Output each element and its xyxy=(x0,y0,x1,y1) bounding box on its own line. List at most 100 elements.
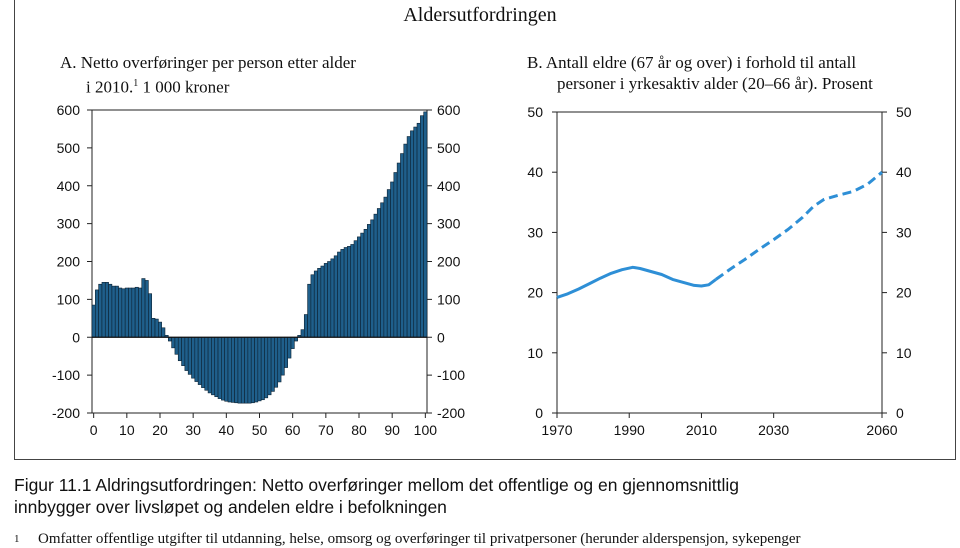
y-tick-label-left: 0 xyxy=(535,405,543,421)
bar xyxy=(310,274,315,338)
y-tick-label-right: 100 xyxy=(437,291,461,307)
y-tick-label-left: 300 xyxy=(57,216,81,232)
bar xyxy=(363,229,368,338)
bar xyxy=(303,314,308,338)
bar xyxy=(141,278,146,338)
bar xyxy=(211,336,216,396)
x-tick-label: 2010 xyxy=(686,422,717,438)
y-tick-label-right: 40 xyxy=(896,164,912,180)
x-tick-label: 50 xyxy=(252,422,268,438)
bar xyxy=(406,136,411,338)
bar xyxy=(366,224,371,338)
bar xyxy=(396,162,401,338)
panel-a-footnote-ref: 1 xyxy=(133,78,139,89)
bar xyxy=(274,336,279,388)
bar xyxy=(95,289,99,338)
bar xyxy=(171,336,176,349)
bar xyxy=(151,318,156,338)
y-tick-label-right: 10 xyxy=(896,345,912,361)
y-tick-label-left: 10 xyxy=(527,345,543,361)
panel-a-title-unit: 1 000 kroner xyxy=(138,77,230,97)
bar xyxy=(413,126,418,338)
plot-area-b xyxy=(556,111,883,414)
x-tick-label: 80 xyxy=(351,422,367,438)
bar xyxy=(307,283,312,338)
bar xyxy=(317,268,322,338)
bar xyxy=(350,244,355,338)
bar xyxy=(181,336,186,366)
bar xyxy=(250,336,255,404)
y-tick-label-left: 50 xyxy=(527,104,543,120)
x-tick-label: 1990 xyxy=(614,422,645,438)
bar xyxy=(257,336,262,402)
x-tick-label: 10 xyxy=(119,422,135,438)
bar xyxy=(128,287,133,338)
bar xyxy=(347,246,352,338)
panel-b-title-line1: B. Antall eldre (67 år og over) i forhol… xyxy=(527,53,857,72)
caption-line1: Figur 11.1 Aldringsutfordringen: Netto o… xyxy=(14,475,740,495)
bar xyxy=(197,336,202,385)
bar xyxy=(187,336,192,375)
footnote-mark: 1 xyxy=(14,533,20,545)
y-tick-label-left: 0 xyxy=(72,329,80,345)
x-tick-label: 2030 xyxy=(758,422,789,438)
bar xyxy=(373,213,378,338)
bar xyxy=(400,153,405,338)
bar xyxy=(194,336,199,382)
bar xyxy=(114,285,119,338)
bar xyxy=(247,336,252,404)
bar xyxy=(161,327,166,338)
bar xyxy=(260,336,265,401)
x-tick-label: 0 xyxy=(90,422,98,438)
y-tick-label-right: 500 xyxy=(437,140,461,156)
y-tick-label-right: 300 xyxy=(437,216,461,232)
bar xyxy=(290,336,295,349)
y-tick-label-left: -100 xyxy=(52,367,80,383)
y-tick-label-right: 50 xyxy=(896,104,912,120)
bar xyxy=(217,336,222,399)
bar xyxy=(320,265,325,338)
bar xyxy=(144,280,149,338)
bar xyxy=(380,202,385,338)
bar xyxy=(131,287,136,338)
y-tick-label-left: 600 xyxy=(57,102,81,118)
bar xyxy=(416,122,421,338)
y-tick-label-left: 30 xyxy=(527,224,543,240)
bar xyxy=(330,258,335,338)
bar xyxy=(148,293,153,338)
bar xyxy=(138,287,143,338)
bar xyxy=(231,336,235,403)
panel-a-title-year: i 2010. xyxy=(86,77,134,97)
panel-a-title: A. Netto overføringer per person etter a… xyxy=(60,52,356,98)
x-tick-label: 1970 xyxy=(541,422,572,438)
y-tick-label-left: 200 xyxy=(57,254,81,270)
bar xyxy=(154,318,159,338)
y-tick-label-left: 400 xyxy=(57,178,81,194)
bar xyxy=(376,208,381,338)
panel-a-title-line2: i 2010.1 1 000 kroner xyxy=(60,73,356,98)
bar xyxy=(234,336,239,404)
x-tick-label: 40 xyxy=(219,422,235,438)
bar xyxy=(284,336,288,368)
bar xyxy=(267,336,272,396)
bar xyxy=(393,172,398,338)
y-tick-label-left: 20 xyxy=(527,285,543,301)
y-tick-label-left: 100 xyxy=(57,291,81,307)
bar xyxy=(300,329,305,338)
bar xyxy=(124,287,129,338)
bar xyxy=(177,336,182,362)
bar xyxy=(227,336,232,403)
y-tick-label-left: 500 xyxy=(57,140,81,156)
bar xyxy=(254,336,259,403)
y-tick-label-right: 0 xyxy=(896,405,904,421)
series-line-projection xyxy=(715,171,883,281)
bar xyxy=(91,304,96,338)
bar xyxy=(237,336,242,404)
y-tick-label-left: 40 xyxy=(527,164,543,180)
bar xyxy=(191,336,196,379)
bar xyxy=(410,130,415,338)
y-tick-label-right: -100 xyxy=(437,367,465,383)
bar xyxy=(280,336,285,376)
panel-a-title-line1: A. Netto overføringer per person etter a… xyxy=(60,53,356,72)
